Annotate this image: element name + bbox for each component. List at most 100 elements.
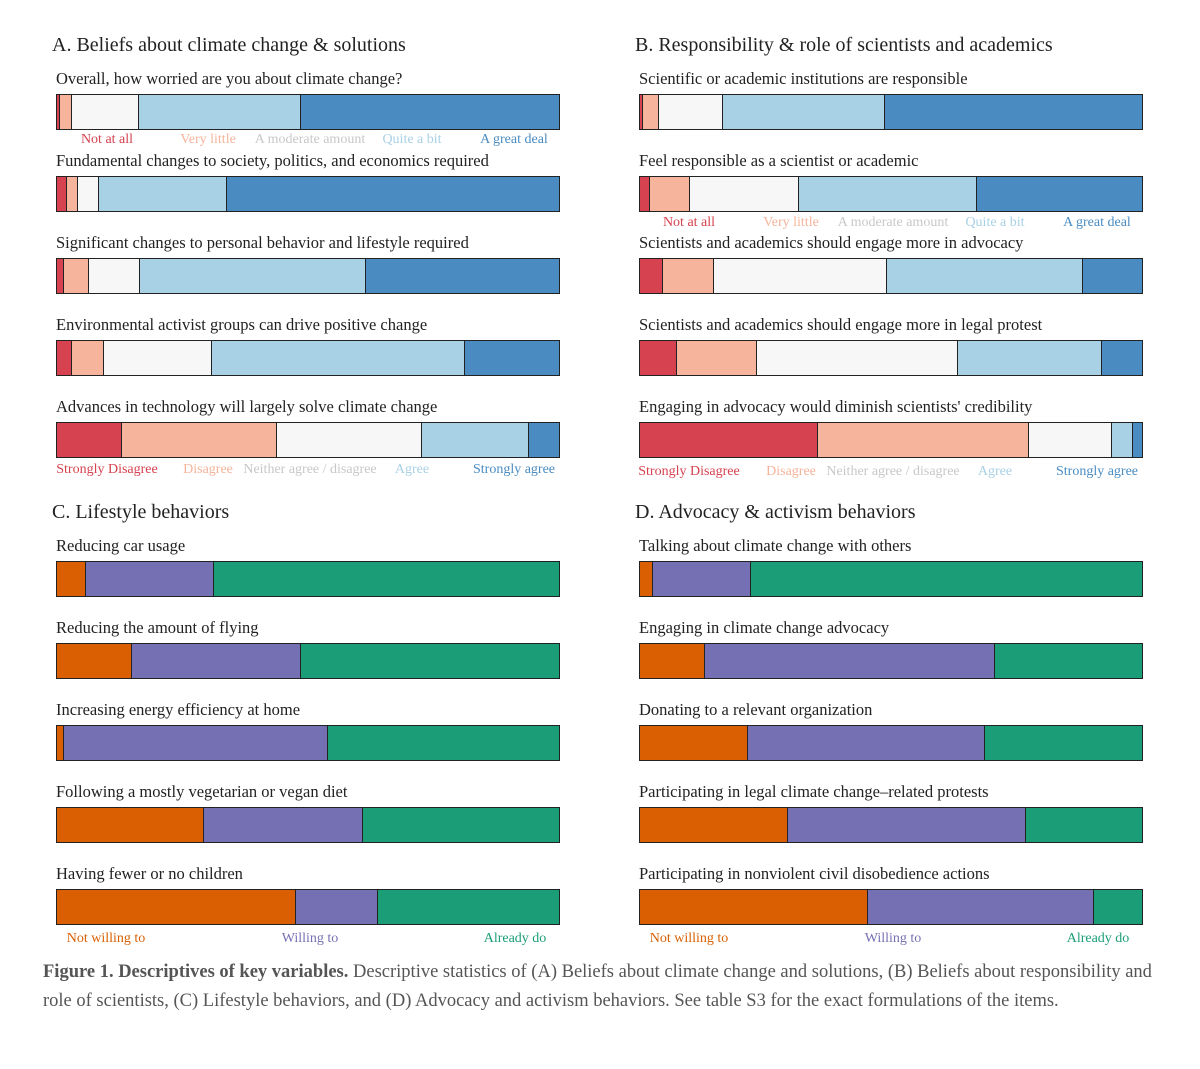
bar-segment (1093, 890, 1142, 924)
caption-text: Descriptive statistics of (A) Beliefs ab… (43, 962, 1152, 1011)
legend-label: Willing to (281, 931, 339, 946)
legend-label: Strongly Disagree (638, 464, 740, 479)
bar-segment (818, 423, 1030, 457)
bar-segment (868, 890, 1094, 924)
legend-label: Agree (977, 464, 1013, 479)
legend-label: A great deal (1063, 215, 1131, 230)
legend-label: Very little (763, 215, 819, 230)
legend-label: Not at all (662, 215, 716, 230)
bar-segment (300, 95, 559, 129)
item-label: Participating in legal climate change–re… (639, 782, 989, 801)
bar-segment (57, 177, 68, 211)
bar-segment (1101, 341, 1142, 375)
bar-segment (57, 423, 123, 457)
bar-segment (751, 562, 1142, 596)
item-label: Donating to a relevant organization (639, 700, 873, 719)
bar-segment (422, 423, 530, 457)
stacked-bar (639, 340, 1143, 376)
bar-segment (1029, 423, 1113, 457)
legend-label: Willing to (864, 931, 922, 946)
bar-segment (650, 177, 690, 211)
bar-segment (122, 423, 277, 457)
bar-segment (640, 890, 869, 924)
bar-segment (295, 890, 378, 924)
item-label: Reducing the amount of flying (56, 618, 259, 637)
stacked-bar (56, 889, 560, 925)
stacked-bar (56, 94, 560, 130)
bar-segment (653, 562, 752, 596)
bar-segment (640, 808, 788, 842)
bar-segment (89, 259, 140, 293)
bar-segment (640, 644, 706, 678)
bar-segment (994, 644, 1142, 678)
bar-segment (226, 177, 559, 211)
legend-label: Already do (483, 931, 547, 946)
bar-segment (640, 562, 654, 596)
bar-segment (64, 259, 90, 293)
caption-bold: Figure 1. Descriptives of key variables. (43, 962, 349, 982)
bar-segment (705, 644, 995, 678)
bar-segment (662, 259, 715, 293)
bar-segment (72, 95, 140, 129)
bar-segment (64, 726, 329, 760)
bar-segment (57, 808, 204, 842)
panel-title: D. Advocacy & activism behaviors (635, 501, 916, 523)
legend-label: Disagree (766, 464, 816, 479)
item-label: Scientists and academics should engage m… (639, 233, 1024, 252)
legend-label: A moderate amount (837, 215, 949, 230)
bar-segment (377, 890, 559, 924)
legend-label: Strongly agree (472, 462, 556, 477)
bar-segment (748, 726, 986, 760)
bar-segment (363, 808, 559, 842)
bar-segment (57, 890, 296, 924)
item-label: Significant changes to personal behavior… (56, 233, 469, 252)
bar-segment (328, 726, 559, 760)
legend-label: Agree (394, 462, 430, 477)
item-label: Scientific or academic institutions are … (639, 69, 968, 88)
bar-segment (756, 341, 959, 375)
stacked-bar (639, 94, 1143, 130)
legend-label: Not at all (80, 132, 134, 147)
stacked-bar (56, 422, 560, 458)
legend-label: Not willing to (66, 931, 146, 946)
item-label: Engaging in advocacy would diminish scie… (639, 397, 1033, 416)
bar-segment (1133, 423, 1142, 457)
bar-segment (212, 341, 465, 375)
legend-label: Already do (1066, 931, 1130, 946)
legend-label: Disagree (183, 462, 233, 477)
bar-segment (529, 423, 559, 457)
bar-segment (57, 341, 73, 375)
bar-segment (787, 808, 1026, 842)
bar-segment (57, 259, 65, 293)
bar-segment (300, 644, 559, 678)
bar-segment (886, 259, 1084, 293)
item-label: Environmental activist groups can drive … (56, 315, 428, 334)
bar-segment (977, 177, 1142, 211)
bar-segment (131, 644, 301, 678)
bar-segment (640, 726, 749, 760)
bar-segment (85, 562, 215, 596)
bar-segment (60, 95, 73, 129)
bar-segment (640, 259, 663, 293)
stacked-bar (56, 725, 560, 761)
stacked-bar (56, 643, 560, 679)
bar-segment (643, 95, 660, 129)
legend-label: Neither agree / disagree (826, 464, 960, 479)
legend-label: Strongly Disagree (56, 462, 158, 477)
bar-segment (139, 95, 301, 129)
bar-segment (640, 177, 651, 211)
bar-segment (203, 808, 364, 842)
bar-segment (884, 95, 1142, 129)
bar-segment (104, 341, 213, 375)
bar-segment (799, 177, 978, 211)
bar-segment (659, 95, 723, 129)
bar-segment (1112, 423, 1134, 457)
figure-caption: Figure 1. Descriptives of key variables.… (43, 958, 1158, 1015)
stacked-bar (639, 422, 1143, 458)
item-label: Fundamental changes to society, politics… (56, 151, 489, 170)
bar-segment (1025, 808, 1142, 842)
bar-segment (958, 341, 1102, 375)
stacked-bar (639, 725, 1143, 761)
item-label: Having fewer or no children (56, 864, 243, 883)
bar-segment (640, 423, 819, 457)
